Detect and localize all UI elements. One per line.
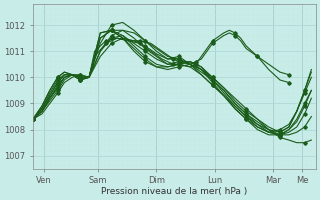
X-axis label: Pression niveau de la mer( hPa ): Pression niveau de la mer( hPa ) xyxy=(101,187,247,196)
